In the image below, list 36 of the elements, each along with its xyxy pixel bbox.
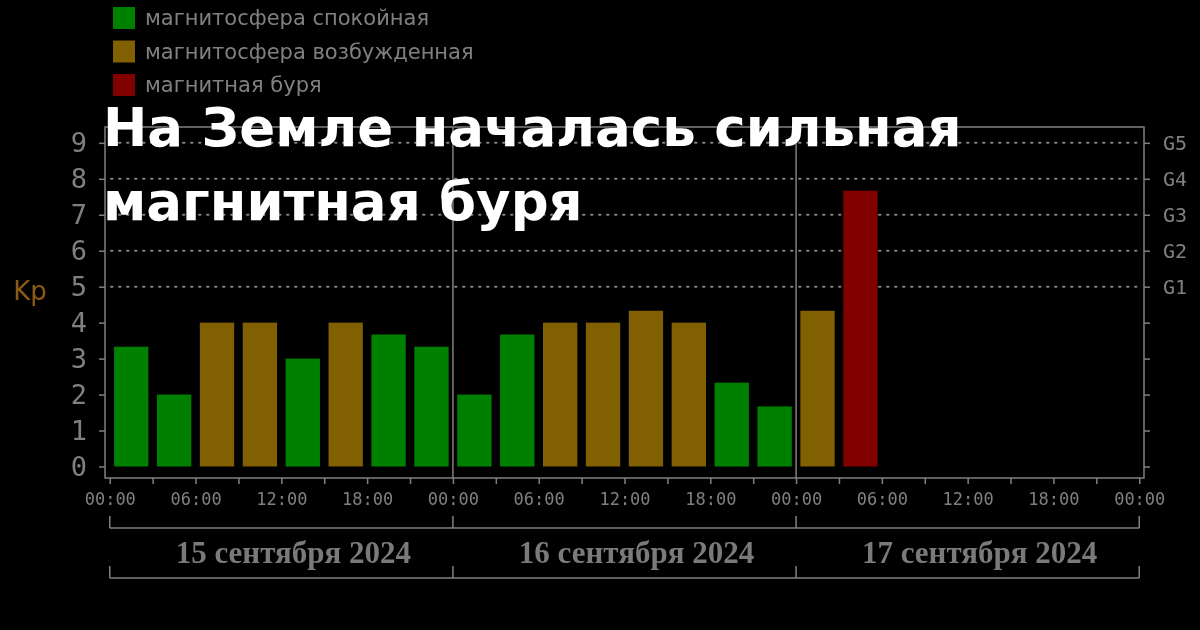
x-tick-label: 18:00 bbox=[342, 489, 394, 510]
y-tick-label: 0 bbox=[70, 450, 87, 482]
y-tick-label: 5 bbox=[70, 270, 87, 302]
x-tick-label: 00:00 bbox=[84, 489, 136, 510]
y-axis-title: Kp bbox=[13, 276, 47, 306]
y-tick-label: 1 bbox=[70, 414, 87, 446]
x-tick-label: 18:00 bbox=[1028, 489, 1080, 510]
x-tick-label: 00:00 bbox=[1114, 489, 1166, 510]
y-tick-label: 8 bbox=[70, 162, 87, 194]
y-tick-label: 9 bbox=[70, 126, 87, 158]
legend-label: магнитосфера возбужденная bbox=[145, 39, 474, 64]
ref-line-label: G1 bbox=[1163, 274, 1188, 299]
ref-line-label: G3 bbox=[1163, 202, 1188, 227]
x-tick-label: 06:00 bbox=[170, 489, 222, 510]
x-tick-label: 12:00 bbox=[599, 489, 651, 510]
y-tick-label: 7 bbox=[70, 198, 87, 230]
text: 16 сентября 2024 bbox=[518, 535, 755, 570]
x-tick-label: 00:00 bbox=[427, 489, 480, 510]
y-tick-label: 2 bbox=[70, 378, 87, 410]
y-tick-label: 3 bbox=[70, 342, 87, 374]
text: 15 сентября 2024 bbox=[175, 535, 412, 570]
legend-label: магнитная буря bbox=[145, 73, 322, 97]
x-tick-label: 06:00 bbox=[513, 489, 565, 510]
ref-line-label: G5 bbox=[1163, 130, 1188, 155]
ref-line-label: G2 bbox=[1163, 238, 1188, 263]
text: 17 сентября 2024 bbox=[861, 535, 1098, 570]
ref-line-label: G4 bbox=[1163, 166, 1188, 191]
y-tick-label: 4 bbox=[70, 306, 87, 338]
legend-label: магнитосфера спокойная bbox=[145, 6, 430, 30]
x-tick-label: 12:00 bbox=[942, 489, 994, 510]
y-tick-label: 6 bbox=[70, 234, 87, 266]
x-tick-label: 06:00 bbox=[856, 489, 908, 510]
x-tick-label: 00:00 bbox=[770, 489, 823, 510]
x-tick-label: 18:00 bbox=[685, 489, 737, 510]
x-tick-label: 12:00 bbox=[256, 489, 308, 510]
chart-title: На Земле началась сильная магнитная буря bbox=[103, 97, 962, 232]
